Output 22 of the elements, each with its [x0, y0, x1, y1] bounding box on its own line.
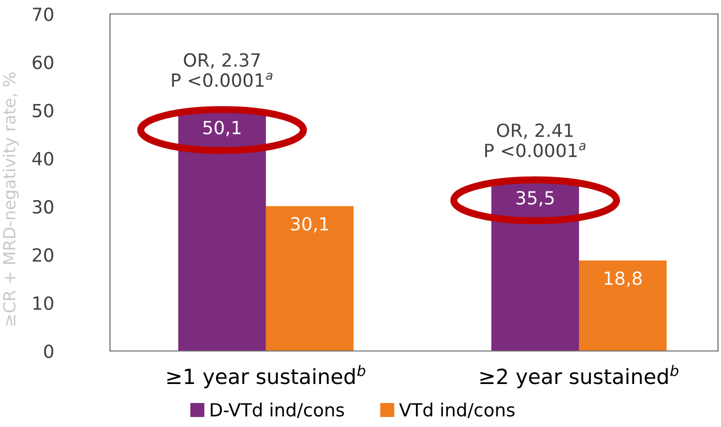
y-tick-label: 70: [32, 7, 54, 22]
y-tick-label: 40: [32, 152, 54, 166]
y-tick-label: 0: [44, 344, 54, 358]
annotation: OR, 2.41: [496, 123, 573, 139]
legend-label: D-VTd ind/cons: [210, 402, 344, 418]
data-label: 35,5: [516, 191, 554, 207]
x-tick-label: ≥1 year sustained$^{b}$: [167, 364, 366, 388]
data-label: 30,1: [291, 217, 328, 232]
annotation: OR, 2.37: [184, 53, 260, 69]
x-tick-label: ≥2 year sustained$^{b}$: [480, 364, 678, 388]
y-tick-label: 30: [32, 200, 54, 214]
y-tick-label: 60: [32, 56, 54, 70]
y-tick-label: 20: [32, 248, 54, 262]
bar: [266, 206, 354, 351]
annotation: P <0.0001$^{a}$: [172, 72, 272, 87]
data-label: 50,1: [203, 120, 241, 136]
legend-label: VTd ind/cons: [399, 402, 515, 418]
bar: [578, 260, 667, 351]
y-tick-label: 10: [33, 296, 54, 310]
y-tick-label: 50: [32, 104, 54, 118]
annotation: P <0.0001$^{a}$: [485, 142, 586, 158]
data-label: 18,8: [604, 271, 642, 287]
